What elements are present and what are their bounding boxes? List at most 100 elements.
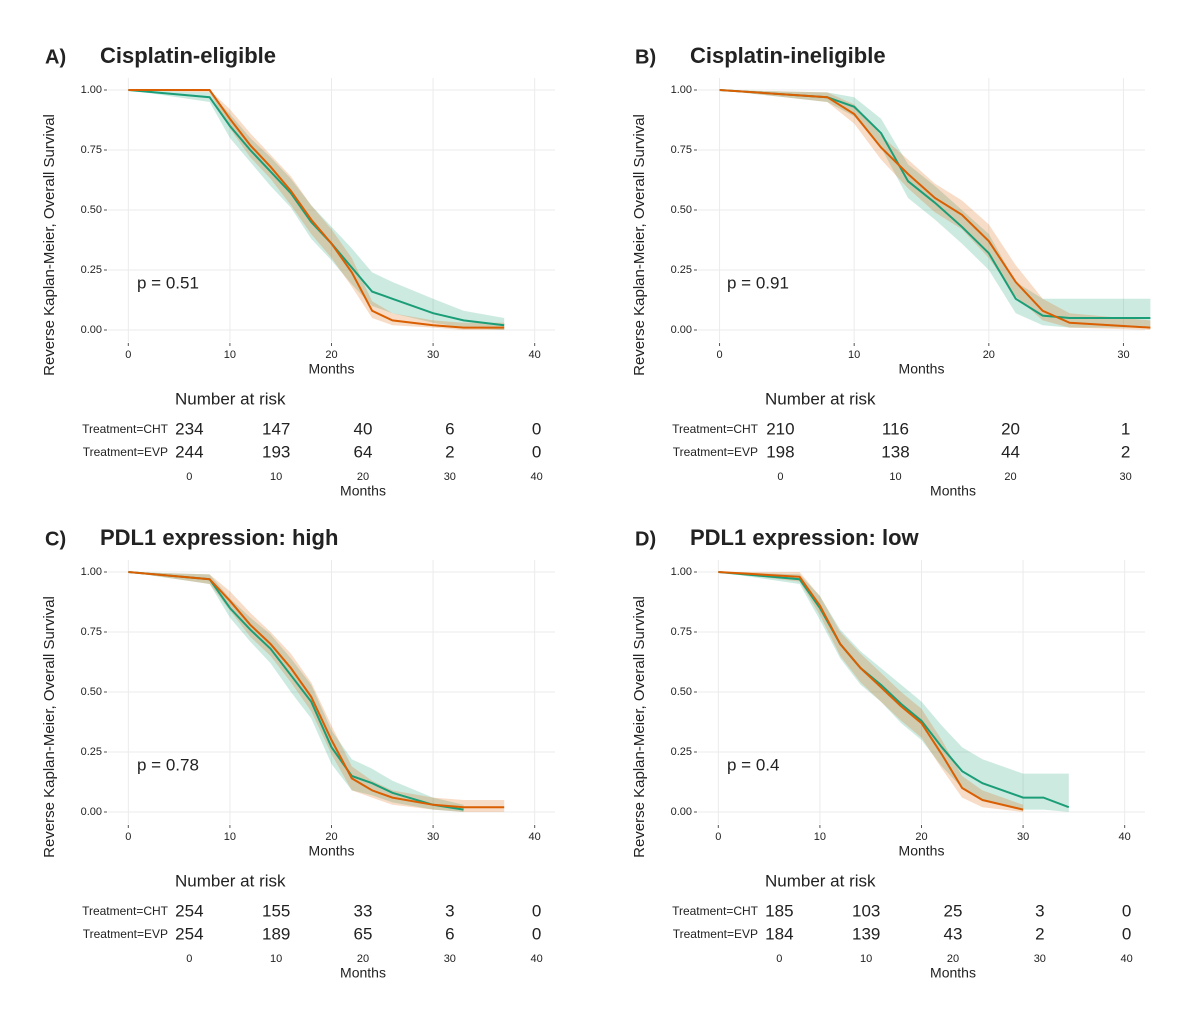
risk-count: 0 [1122, 924, 1131, 943]
risk-count: 210 [766, 419, 794, 438]
p-value: p = 0.4 [727, 755, 779, 774]
x-tick-label: 20 [325, 831, 337, 843]
risk-tick-label: 40 [531, 953, 543, 965]
survival-curve [719, 89, 1151, 319]
risk-count: 2 [1035, 924, 1044, 943]
y-tick-label: 0.00 [81, 806, 102, 818]
y-tick-label: 0.00 [671, 806, 692, 818]
risk-count: 20 [1001, 419, 1020, 438]
risk-count: 116 [882, 419, 909, 438]
y-tick-label: 0.25 [81, 746, 102, 758]
panel-label: C) [45, 528, 66, 550]
chart-title: PDL1 expression: low [690, 525, 920, 550]
chart-title: Cisplatin-ineligible [690, 43, 886, 68]
panel: B) Cisplatin-ineligible Reverse Kaplan-Mei… [631, 43, 1151, 499]
risk-row-label: Treatment=CHT [672, 904, 759, 918]
risk-count: 155 [262, 901, 290, 920]
x-tick-label: 10 [814, 831, 826, 843]
y-axis-label: Reverse Kaplan-Meier, Overall Survival [41, 596, 58, 858]
risk-count: 33 [354, 901, 373, 920]
x-tick-label: 40 [529, 349, 541, 361]
risk-row-label: Treatment=CHT [82, 422, 169, 436]
risk-row-label: Treatment=CHT [82, 904, 169, 918]
x-axis-label: Months [309, 361, 355, 377]
risk-row-label: Treatment=EVP [673, 927, 758, 941]
chart-title: Cisplatin-eligible [100, 43, 276, 68]
risk-tick-label: 0 [776, 953, 782, 965]
confidence-band [128, 572, 464, 812]
survival-curve [128, 571, 505, 809]
panel-label: B) [635, 46, 656, 68]
y-tick-label: 0.00 [671, 324, 692, 336]
x-tick-label: 20 [915, 831, 927, 843]
x-tick-label: 0 [125, 831, 131, 843]
risk-count: 0 [532, 901, 541, 920]
risk-count: 234 [175, 419, 203, 438]
y-tick-label: 0.50 [81, 686, 102, 698]
risk-count: 3 [445, 901, 454, 920]
y-tick-label: 0.00 [81, 324, 102, 336]
y-tick-label: 0.75 [81, 626, 102, 638]
risk-count: 43 [944, 924, 963, 943]
risk-tick-label: 20 [947, 953, 959, 965]
risk-count: 147 [262, 419, 290, 438]
risk-tick-label: 20 [357, 953, 369, 965]
risk-count: 103 [852, 901, 880, 920]
risk-tick-label: 30 [444, 471, 456, 483]
risk-row-label: Treatment=EVP [83, 445, 168, 459]
y-tick-label: 0.50 [671, 204, 692, 216]
x-axis-label: Months [899, 843, 945, 859]
panel: D) PDL1 expression: low Reverse Kaplan-Mei… [631, 525, 1145, 981]
confidence-band [719, 90, 1151, 328]
risk-tick-label: 10 [860, 953, 872, 965]
risk-tick-label: 10 [270, 953, 282, 965]
risk-x-axis-label: Months [340, 965, 386, 981]
x-tick-label: 40 [529, 831, 541, 843]
panel-label: D) [635, 528, 656, 550]
x-tick-label: 30 [1017, 831, 1029, 843]
panel-label: A) [45, 46, 66, 68]
survival-curve [719, 89, 1151, 329]
panel: C) PDL1 expression: high Reverse Kaplan-Me… [41, 525, 555, 981]
risk-title: Number at risk [765, 389, 876, 408]
y-tick-label: 0.50 [671, 686, 692, 698]
x-axis-label: Months [899, 361, 945, 377]
x-tick-label: 0 [715, 831, 721, 843]
risk-count: 0 [532, 442, 541, 461]
risk-count: 0 [1122, 901, 1131, 920]
survival-curve [128, 571, 464, 811]
x-tick-label: 30 [427, 831, 439, 843]
y-tick-label: 1.00 [81, 566, 102, 578]
risk-count: 3 [1035, 901, 1044, 920]
risk-tick-label: 10 [270, 471, 282, 483]
risk-title: Number at risk [765, 871, 876, 890]
risk-count: 2 [445, 442, 454, 461]
y-tick-label: 1.00 [671, 566, 692, 578]
risk-row-label: Treatment=EVP [673, 445, 758, 459]
risk-count: 254 [175, 901, 203, 920]
y-tick-label: 0.75 [671, 144, 692, 156]
x-tick-label: 10 [224, 349, 236, 361]
risk-row-label: Treatment=CHT [672, 422, 759, 436]
y-axis-label: Reverse Kaplan-Meier, Overall Survival [41, 114, 58, 376]
x-tick-label: 20 [325, 349, 337, 361]
risk-x-axis-label: Months [340, 483, 386, 499]
p-value: p = 0.51 [137, 273, 199, 292]
y-tick-label: 0.75 [671, 626, 692, 638]
risk-tick-label: 0 [186, 471, 192, 483]
x-tick-label: 30 [1117, 349, 1129, 361]
x-tick-label: 20 [983, 349, 995, 361]
risk-count: 138 [881, 442, 909, 461]
risk-count: 6 [445, 924, 454, 943]
risk-tick-label: 0 [777, 471, 783, 483]
risk-row-label: Treatment=EVP [83, 927, 168, 941]
x-tick-label: 40 [1119, 831, 1131, 843]
p-value: p = 0.91 [727, 273, 789, 292]
risk-x-axis-label: Months [930, 483, 976, 499]
x-tick-label: 30 [427, 349, 439, 361]
y-axis-label: Reverse Kaplan-Meier, Overall Survival [631, 596, 648, 858]
risk-tick-label: 40 [1121, 953, 1133, 965]
risk-count: 40 [354, 419, 373, 438]
risk-count: 254 [175, 924, 203, 943]
